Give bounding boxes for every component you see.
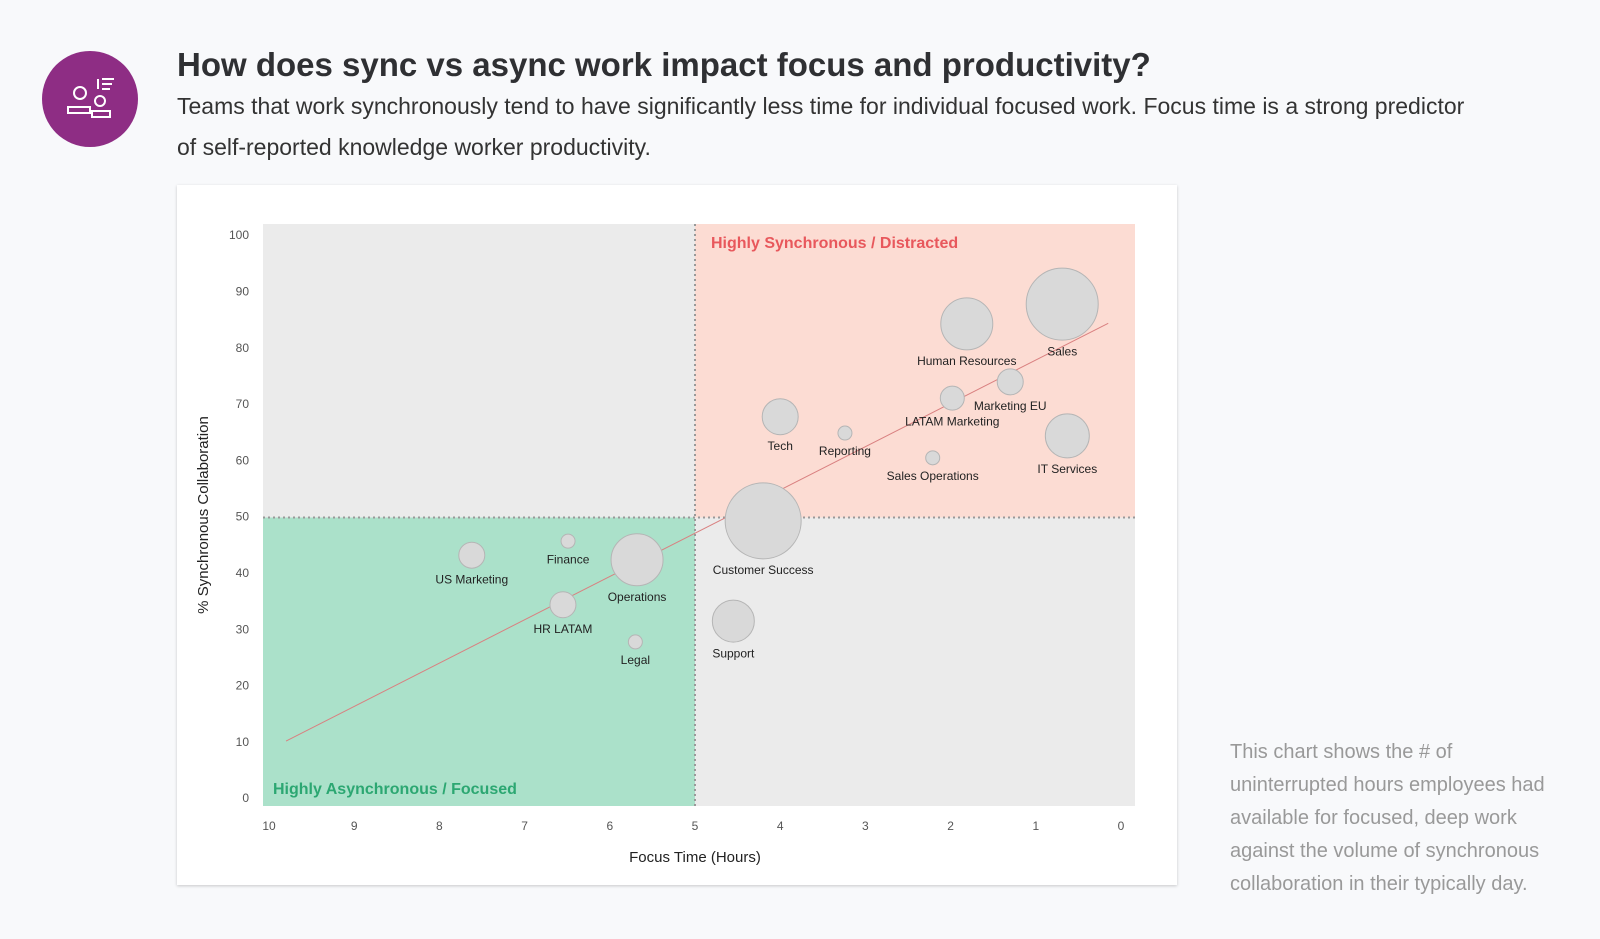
y-tick-label: 30: [236, 622, 250, 636]
x-tick-label: 4: [777, 819, 784, 833]
bubble: [940, 297, 994, 351]
title: How does sync vs async work impact focus…: [177, 46, 1151, 83]
bubble: [996, 368, 1024, 396]
bubble: [560, 533, 576, 549]
x-tick-label: 5: [692, 819, 699, 833]
y-tick-label: 90: [236, 284, 250, 298]
chart-card: Highly Synchronous / Distracted Highly As…: [177, 185, 1177, 885]
bubble: [610, 533, 664, 587]
x-tick-label: 1: [1032, 819, 1039, 833]
bubble-label: Sales: [1047, 344, 1077, 358]
x-tick-label: 10: [262, 819, 276, 833]
bubble: [627, 634, 643, 650]
x-tick-label: 0: [1118, 819, 1125, 833]
bubble-label: IT Services: [1037, 462, 1097, 476]
bubble-label: Human Resources: [917, 354, 1016, 368]
bubble-label: Legal: [621, 653, 650, 667]
subtitle: Teams that work synchronously tend to ha…: [177, 93, 1465, 160]
x-tick-label: 3: [862, 819, 869, 833]
bubble: [925, 450, 941, 466]
note: This chart shows the # of uninterrupted …: [1230, 741, 1545, 895]
trendline: [285, 322, 1109, 742]
bubble-label: Customer Success: [713, 563, 814, 577]
bubble: [1044, 413, 1090, 459]
y-tick-label: 100: [229, 228, 249, 242]
bubble-label: Support: [712, 646, 755, 660]
x-tick-label: 8: [436, 819, 443, 833]
bubble: [939, 385, 965, 411]
bubble-label: US Marketing: [435, 572, 508, 586]
bubble: [761, 398, 799, 436]
bubble-label: LATAM Marketing: [905, 414, 999, 428]
y-tick-label: 50: [236, 510, 250, 524]
bubble-label: Sales Operations: [887, 469, 979, 483]
quadrant-label: Highly Synchronous / Distracted: [711, 235, 958, 252]
y-tick-label: 10: [236, 735, 250, 749]
x-tick-label: 7: [521, 819, 528, 833]
bubble: [549, 591, 577, 619]
y-tick-label: 40: [236, 566, 250, 580]
y-tick-label: 80: [236, 341, 250, 355]
bubble: [458, 541, 486, 569]
quadrant-label: Highly Asynchronous / Focused: [273, 781, 517, 798]
bubble-label: HR LATAM: [533, 622, 592, 636]
bubble: [1025, 267, 1099, 341]
bubble-label: Marketing EU: [974, 399, 1047, 413]
x-axis-label: Focus Time (Hours): [629, 849, 761, 866]
bubble-label: Finance: [547, 552, 590, 566]
bubble-label: Operations: [608, 590, 667, 604]
icon: [42, 51, 138, 147]
y-tick-label: 70: [236, 397, 250, 411]
bubble: [724, 482, 802, 560]
x-tick-label: 6: [606, 819, 613, 833]
bubble-label: Tech: [768, 439, 793, 453]
bubble: [711, 599, 755, 643]
y-tick-label: 0: [242, 791, 249, 805]
y-tick-label: 20: [236, 679, 250, 693]
x-tick-label: 2: [947, 819, 954, 833]
y-tick-label: 60: [236, 453, 250, 467]
x-tick-label: 9: [351, 819, 358, 833]
bubble: [837, 425, 853, 441]
bubble-label: Reporting: [819, 444, 871, 458]
chart: Highly Synchronous / Distracted Highly As…: [195, 224, 1135, 866]
y-axis-label: % Synchronous Collaboration: [195, 416, 212, 614]
